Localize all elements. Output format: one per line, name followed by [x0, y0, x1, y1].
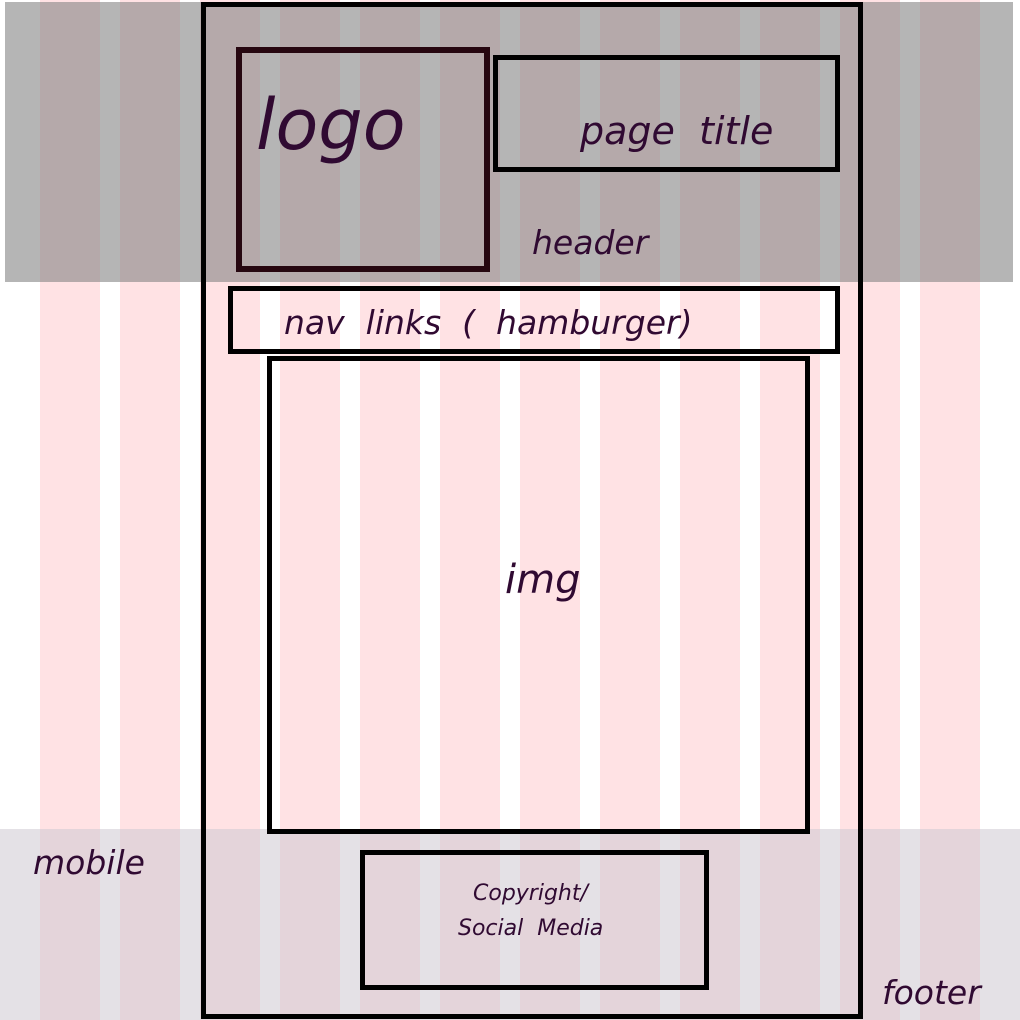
- copyright-social-box: [360, 850, 709, 990]
- logo-box: [236, 47, 490, 272]
- mobile-label: mobile: [33, 843, 145, 882]
- mobile-frame: [201, 2, 863, 1019]
- social-media-label: Social Media: [458, 916, 604, 941]
- header-band: [5, 2, 1013, 282]
- copyright-label: Copyright/: [473, 881, 588, 906]
- image-box: [267, 356, 810, 834]
- nav-links-box: [228, 286, 840, 354]
- page-title-label: page title: [580, 109, 774, 153]
- page-title-box: [493, 55, 840, 172]
- logo-label: logo: [256, 84, 406, 166]
- header-label: header: [532, 223, 649, 262]
- nav-links-label: nav links ( hamburger): [284, 303, 693, 342]
- footer-label: footer: [882, 973, 981, 1012]
- image-label: img: [505, 557, 581, 603]
